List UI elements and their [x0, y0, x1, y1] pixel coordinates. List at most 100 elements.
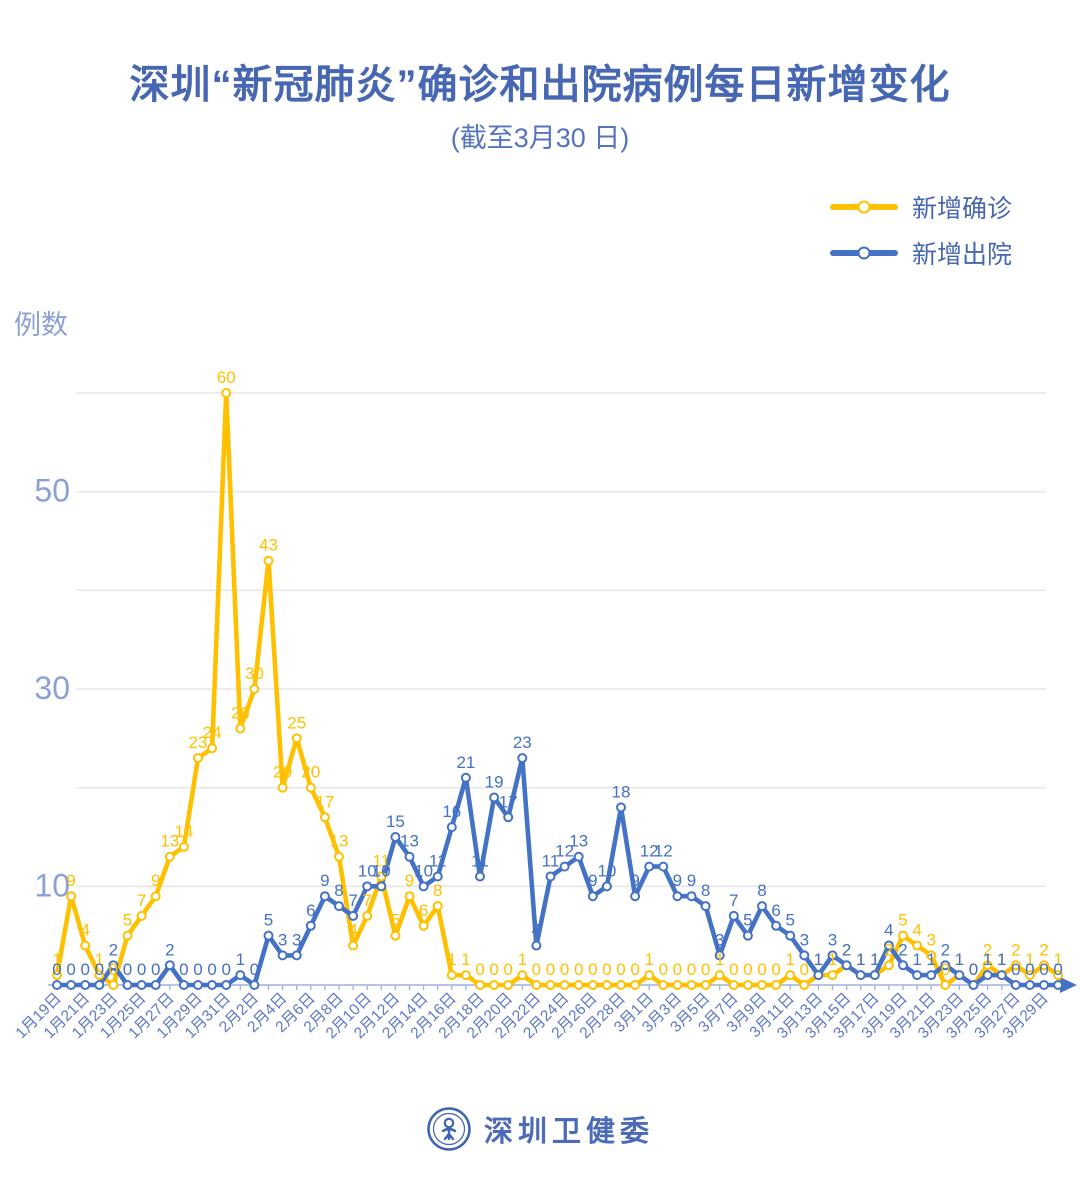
chart-title: 深圳“新冠肺炎”确诊和出院病例每日新增变化 — [129, 63, 951, 107]
confirmed-point — [573, 980, 584, 990]
confirmed-value-label: 1 — [997, 950, 1006, 969]
discharged-point — [150, 980, 161, 990]
confirmed-line-swatch — [829, 200, 898, 214]
confirmed-point — [658, 980, 669, 990]
confirmed-value-label: 1 — [828, 950, 837, 969]
legend-label-confirmed: 新增确诊 — [911, 195, 1012, 223]
confirmed-value-label: 20 — [273, 763, 292, 782]
discharged-point — [390, 831, 401, 842]
discharged-value-label: 10 — [597, 861, 616, 880]
discharged-value-label: 6 — [306, 901, 315, 920]
discharged-point — [66, 980, 77, 990]
confirmed-point — [672, 980, 683, 990]
discharged-point — [1039, 980, 1049, 990]
discharged-point — [475, 871, 485, 882]
confirmed-point — [52, 970, 62, 981]
discharged-point — [136, 980, 147, 990]
confirmed-point — [390, 930, 401, 941]
discharged-value-label: 12 — [555, 842, 574, 861]
footer-brand-text: 深圳卫健委 — [483, 1116, 654, 1148]
confirmed-point — [249, 683, 260, 694]
confirmed-value-label: 0 — [546, 960, 555, 979]
discharged-point — [1024, 980, 1035, 990]
discharged-point — [291, 950, 302, 961]
discharged-point — [319, 891, 330, 902]
confirmed-value-label: 1 — [814, 950, 823, 969]
discharged-value-label: 8 — [757, 881, 766, 900]
confirmed-point — [475, 980, 485, 990]
confirmed-value-label: 8 — [433, 881, 442, 900]
confirmed-point — [489, 980, 500, 990]
confirmed-point — [1024, 970, 1035, 981]
discharged-value-label: 21 — [456, 753, 475, 772]
confirmed-value-label: 13 — [160, 832, 179, 851]
discharged-point — [742, 930, 753, 941]
discharged-point — [348, 910, 359, 921]
confirmed-value-label: 1 — [1025, 950, 1034, 969]
discharged-point — [912, 970, 923, 981]
confirmed-point — [757, 980, 767, 990]
discharged-point — [898, 960, 908, 971]
discharged-point — [108, 960, 119, 971]
confirmed-point — [531, 980, 542, 990]
discharged-point — [968, 980, 979, 990]
discharged-value-label: 1 — [870, 950, 879, 969]
confirmed-point — [883, 960, 894, 971]
confirmed-value-label: 1 — [870, 950, 879, 969]
discharged-point — [305, 920, 316, 931]
confirmed-point — [982, 960, 993, 971]
confirmed-point — [1039, 960, 1049, 971]
chart-subtitle: (截至3月30 日) — [450, 123, 630, 153]
discharged-point — [503, 812, 514, 823]
shenzhen-health-commission-logo — [427, 1107, 471, 1151]
confirmed-point — [1053, 970, 1064, 981]
confirmed-value-label: 2 — [983, 940, 992, 959]
discharged-value-label: 2 — [941, 940, 950, 959]
confirmed-value-label: 23 — [189, 733, 208, 752]
confirmed-value-label: 0 — [743, 960, 752, 979]
confirmed-value-label: 0 — [771, 960, 780, 979]
confirmed-value-label: 24 — [203, 723, 222, 742]
discharged-value-label: 3 — [828, 930, 837, 949]
confirmed-value-label: 0 — [588, 960, 597, 979]
discharged-value-label: 0 — [193, 960, 202, 979]
discharged-point — [996, 970, 1007, 981]
confirmed-value-label: 0 — [560, 960, 569, 979]
confirmed-point — [926, 950, 937, 961]
discharged-value-label: 5 — [743, 911, 752, 930]
discharged-point — [207, 980, 218, 990]
discharged-value-label: 12 — [654, 842, 673, 861]
discharged-value-label: 11 — [542, 851, 560, 870]
discharged-value-label: 19 — [485, 773, 504, 792]
discharged-value-label: 0 — [1053, 960, 1062, 979]
confirmed-value-label: 1 — [715, 950, 724, 969]
confirmed-point — [94, 970, 105, 981]
discharged-point — [178, 980, 189, 990]
discharged-point — [883, 940, 894, 951]
discharged-value-label: 23 — [513, 733, 532, 752]
confirmed-value-label: 1 — [1053, 950, 1062, 969]
discharged-value-label: 16 — [442, 802, 461, 821]
discharged-value-label: 5 — [785, 911, 794, 930]
confirmed-value-label: 4 — [80, 921, 89, 940]
discharged-point — [489, 792, 500, 803]
discharged-value-label: 8 — [334, 881, 343, 900]
confirmed-value-label: 0 — [489, 960, 498, 979]
confirmed-value-label: 1 — [95, 950, 104, 969]
discharged-point — [1010, 980, 1021, 990]
discharged-point — [587, 891, 598, 902]
confirmed-value-label: 3 — [926, 930, 935, 949]
confirmed-value-label: 2 — [1039, 940, 1048, 959]
confirmed-value-label: 25 — [287, 713, 306, 732]
confirmed-value-label: 14 — [174, 822, 193, 841]
discharged-value-label: 2 — [109, 940, 118, 959]
discharged-point — [52, 980, 62, 990]
discharged-line-swatch — [829, 246, 898, 260]
confirmed-point — [700, 980, 711, 990]
confirmed-value-label: 0 — [574, 960, 583, 979]
discharged-value-label: 8 — [701, 881, 710, 900]
confirmed-value-label: 20 — [301, 763, 320, 782]
discharged-value-label: 3 — [278, 930, 287, 949]
confirmed-value-label: 1 — [785, 950, 794, 969]
confirmed-point — [898, 930, 908, 941]
